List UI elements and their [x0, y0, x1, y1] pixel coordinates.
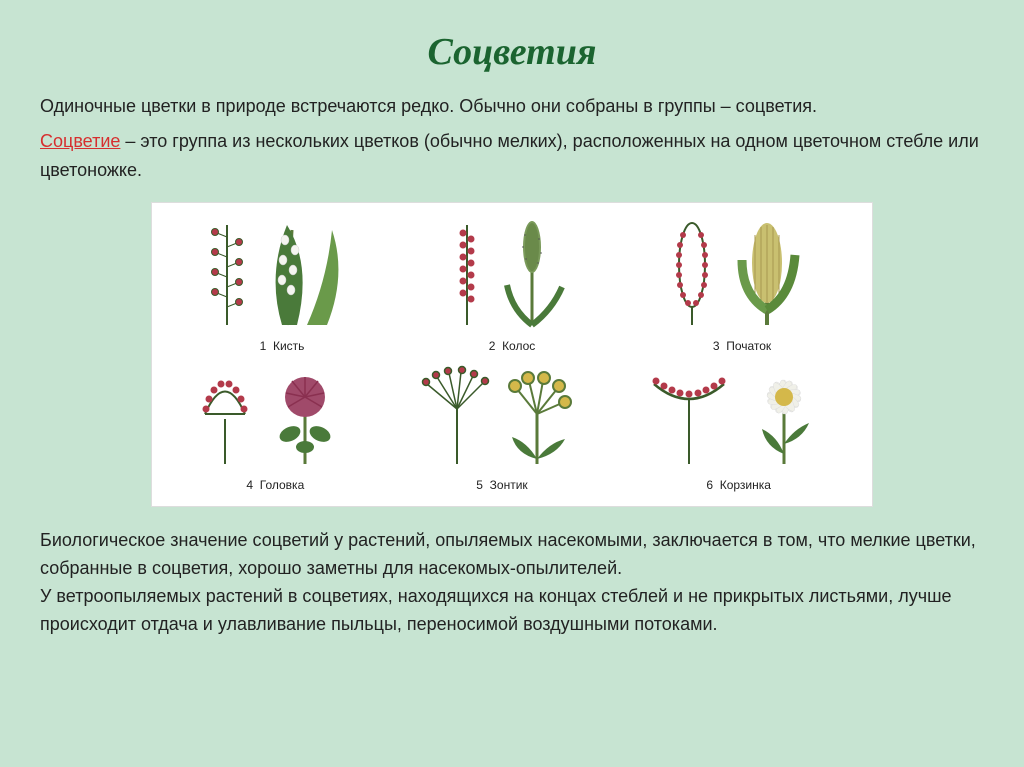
label-kist: 1 Кисть [260, 339, 305, 353]
zontik-svg [417, 359, 587, 474]
term: Соцветие [40, 131, 120, 151]
label-korzinka: 6 Корзинка [706, 478, 771, 492]
figure-container: 1 Кисть [151, 202, 873, 507]
intro-line1: Одиночные цветки в природе встречаются р… [40, 96, 817, 116]
definition: – это группа из нескольких цветков (обыч… [40, 131, 979, 180]
diagram-zontik: 5 Зонтик [417, 359, 587, 492]
pochatok-svg [657, 215, 827, 335]
label-pochatok: 3 Початок [713, 339, 771, 353]
diagram-kist: 1 Кисть [197, 215, 367, 353]
definition-text: Соцветие – это группа из нескольких цвет… [40, 127, 984, 185]
page-title: Соцветия [40, 30, 984, 74]
kolos-svg [437, 215, 587, 335]
diagram-pochatok: 3 Початок [657, 215, 827, 353]
conclusion-p2: У ветроопыляемых растений в соцветиях, н… [40, 583, 984, 639]
figure-row-top: 1 Кисть [162, 215, 862, 353]
diagram-korzinka: 6 Корзинка [644, 359, 834, 492]
golovka-svg [190, 359, 360, 474]
intro-text: Одиночные цветки в природе встречаются р… [40, 92, 984, 121]
figure-row-bottom: 4 Головка [162, 359, 862, 492]
label-zontik: 5 Зонтик [476, 478, 527, 492]
kist-svg [197, 215, 367, 335]
label-golovka: 4 Головка [246, 478, 304, 492]
korzinka-svg [644, 359, 834, 474]
label-kolos: 2 Колос [489, 339, 536, 353]
diagram-golovka: 4 Головка [190, 359, 360, 492]
diagram-kolos: 2 Колос [437, 215, 587, 353]
conclusion-p1: Биологическое значение соцветий у растен… [40, 527, 984, 583]
